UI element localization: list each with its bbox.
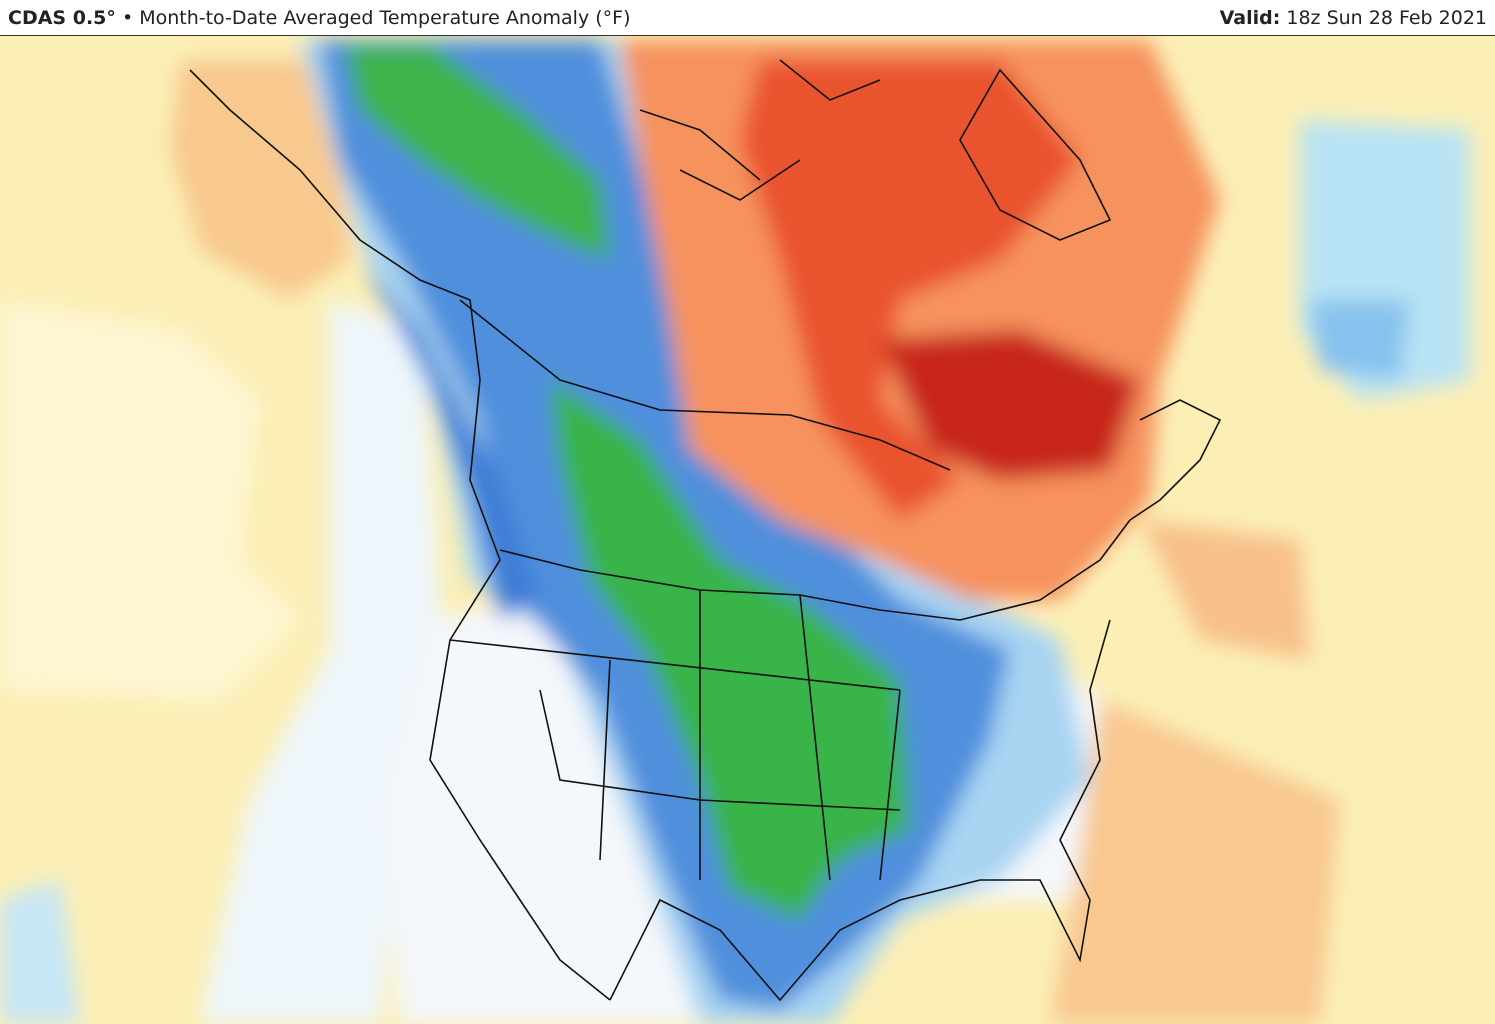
warm-area (1140, 520, 1310, 660)
valid-time: 18z Sun 28 Feb 2021 (1286, 6, 1487, 29)
bullet: • (121, 6, 134, 29)
header-right: Valid: 18z Sun 28 Feb 2021 (1220, 7, 1487, 29)
islands (639, 59, 1112, 241)
valid-label: Valid: (1219, 6, 1281, 29)
header-left: CDAS 0.5° • Month-to-Date Averaged Tempe… (8, 7, 631, 29)
border (499, 519, 1131, 621)
boundaries (189, 59, 1222, 1002)
coastline (609, 619, 1111, 1002)
state-lines (449, 590, 901, 881)
cool-area (0, 880, 80, 1024)
map (0, 36, 1495, 1024)
coastline (189, 69, 611, 1001)
warm-area (1050, 700, 1340, 1024)
coastline (1129, 399, 1222, 521)
very-hot-area (880, 330, 1140, 480)
cool-area (1310, 300, 1410, 380)
title: Month-to-Date Averaged Temperature Anoma… (139, 6, 631, 29)
header: CDAS 0.5° • Month-to-Date Averaged Tempe… (0, 0, 1495, 36)
pale-area (0, 300, 300, 700)
border (459, 299, 951, 471)
pale-area (200, 300, 440, 1024)
warm-area (170, 60, 350, 300)
very-cold-area (345, 45, 610, 260)
cold-area (360, 260, 540, 620)
hot-area (740, 60, 1080, 520)
model: CDAS 0.5° (8, 6, 116, 29)
